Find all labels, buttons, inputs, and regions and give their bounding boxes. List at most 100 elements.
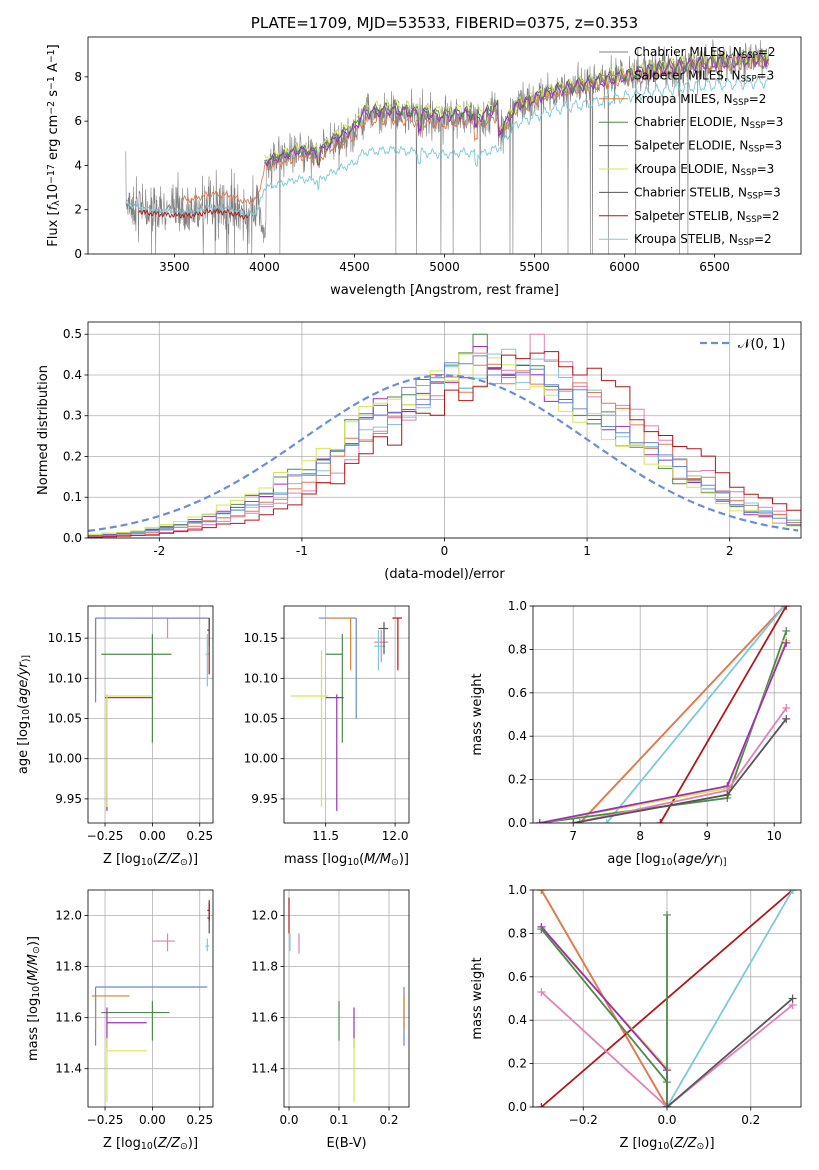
- y-tick-label: 10.15: [244, 631, 278, 645]
- x-tick-label: 5500: [519, 260, 550, 274]
- plot-area: [284, 606, 409, 823]
- x-tick-label: 0.0: [279, 1113, 298, 1127]
- x-axis-label: E(B-V): [326, 1136, 366, 1151]
- weight-marker: [535, 819, 544, 823]
- legend-entry-sub: SSP: [750, 121, 766, 131]
- weight-marker: [537, 925, 546, 934]
- x-axis-label-part: (: [153, 1136, 158, 1151]
- plot-frame: [283, 889, 410, 1108]
- data-point: [152, 933, 176, 952]
- plot-frame: [532, 605, 802, 824]
- y-tick-label: 11.4: [251, 1062, 278, 1076]
- weight-series: [569, 714, 791, 823]
- weight-line: [659, 606, 788, 823]
- legend-entry: Chabrier ELODIE, NSSP=3: [634, 115, 783, 131]
- y-tick-label: 10.10: [244, 671, 278, 685]
- y-tick-label: 4: [74, 158, 82, 172]
- data-point: [325, 634, 343, 743]
- marks: [94, 617, 210, 811]
- x-tick-label: 0.25: [186, 829, 213, 843]
- plot-frame: [87, 36, 802, 255]
- x-tick-label: 0.1: [329, 1113, 348, 1127]
- y-tick-label: 0.8: [508, 642, 527, 656]
- legend-entry-name: Salpeter ELODIE, N: [634, 139, 748, 153]
- plot-area: [88, 37, 801, 254]
- plot-frame: [87, 321, 802, 539]
- x-tick-label: 12.0: [382, 829, 409, 843]
- legend-entry: Chabrier STELIB, NSSP=3: [634, 185, 781, 201]
- legend-entry: Salpeter STELIB, NSSP=2: [634, 209, 780, 225]
- x-tick-label: −0.2: [569, 1113, 598, 1127]
- weight-marker: [663, 910, 671, 919]
- plot-area: [284, 890, 409, 1107]
- x-axis-label-part: )]: [188, 1136, 198, 1151]
- data-point: [105, 694, 153, 807]
- data-point: [207, 618, 210, 647]
- weight-series: [663, 994, 797, 1107]
- y-tick-label: 0.4: [508, 729, 527, 743]
- weight-marker: [782, 714, 791, 723]
- x-axis-label-part: Z/Z: [157, 852, 181, 867]
- x-axis-label: wavelength [Angstrom, rest frame]: [330, 283, 559, 298]
- x-tick-label: -1: [296, 544, 308, 558]
- weight-marker: [723, 790, 732, 799]
- y-tick-label: 12.0: [55, 909, 82, 923]
- marks: [537, 890, 797, 1107]
- legend-entry-suffix: =2: [754, 232, 772, 246]
- legend-entry-suffix: =3: [763, 185, 781, 199]
- legend-entry-sub: SSP: [741, 75, 757, 85]
- x-axis-label-part: (: [669, 1136, 674, 1151]
- weight-marker: [537, 987, 546, 996]
- y-tick-label: 0.2: [508, 1057, 527, 1071]
- legend-entry-suffix: =3: [757, 68, 775, 82]
- data-point: [378, 622, 389, 655]
- x-tick-label: -2: [153, 544, 165, 558]
- x-tick-label: 4500: [339, 260, 370, 274]
- data-point: [325, 694, 344, 811]
- marks: [535, 606, 791, 823]
- plot-frame: [87, 889, 214, 1108]
- x-axis-label-part: 10: [141, 857, 153, 868]
- x-axis-label: Z [log10(Z/Z⊙)]: [103, 1136, 198, 1152]
- legend-entry-name: Chabrier ELODIE, N: [634, 115, 750, 129]
- marks: [91, 900, 210, 1102]
- legend-entry-name: Kroupa ELODIE, N: [634, 162, 741, 176]
- x-axis-label-part: )]: [188, 852, 198, 867]
- y-axis-label-part: age/yr: [16, 661, 31, 704]
- x-axis-label-part: ⊙: [697, 1141, 705, 1152]
- x-axis-label-part: ⊙: [391, 857, 399, 868]
- x-tick-label: 4000: [249, 260, 280, 274]
- data-point: [325, 617, 352, 671]
- y-axis-label: mass weight: [470, 957, 485, 1039]
- marks: [290, 617, 403, 811]
- plot-area: [88, 606, 213, 823]
- x-axis-label-part: 10: [657, 1141, 669, 1152]
- y-tick-label: 9.95: [55, 792, 82, 806]
- legend-entry-sub: SSP: [741, 168, 757, 178]
- legend-entry-sub: SSP: [738, 238, 754, 248]
- y-tick-label: 0.0: [508, 816, 527, 830]
- weight-marker: [537, 1103, 546, 1107]
- y-tick-label: 0.8: [508, 926, 527, 940]
- y-axis-label-part: mass [log: [26, 998, 41, 1061]
- x-tick-label: 0.0: [657, 1113, 676, 1127]
- y-axis-label-part: −2: [46, 101, 57, 115]
- data-point: [106, 1038, 147, 1102]
- x-tick-label: 3500: [159, 260, 190, 274]
- plot-frame: [87, 605, 214, 824]
- y-axis-label: mass weight: [470, 673, 485, 755]
- y-tick-label: 0.4: [63, 368, 82, 382]
- x-axis-label-part: mass [log: [284, 852, 347, 867]
- y-axis-label-part: )]: [26, 936, 41, 946]
- y-axis-label-part: Flux [: [46, 210, 61, 246]
- y-tick-label: 11.6: [55, 1011, 82, 1025]
- legend-entry: Kroupa STELIB, NSSP=2: [634, 232, 772, 248]
- chart-weight-vs-Z: −0.2 0.0 0.2 0.0 0.2 0.4 0.6 0.8 1.0 Z [log10(Z/Z…: [470, 883, 802, 1152]
- data-point: [290, 650, 329, 807]
- x-axis-label-part: Z/Z: [157, 1136, 181, 1151]
- y-tick-label: 0.6: [508, 686, 527, 700]
- x-tick-label: 11.5: [312, 829, 339, 843]
- plot-frame: [283, 605, 410, 824]
